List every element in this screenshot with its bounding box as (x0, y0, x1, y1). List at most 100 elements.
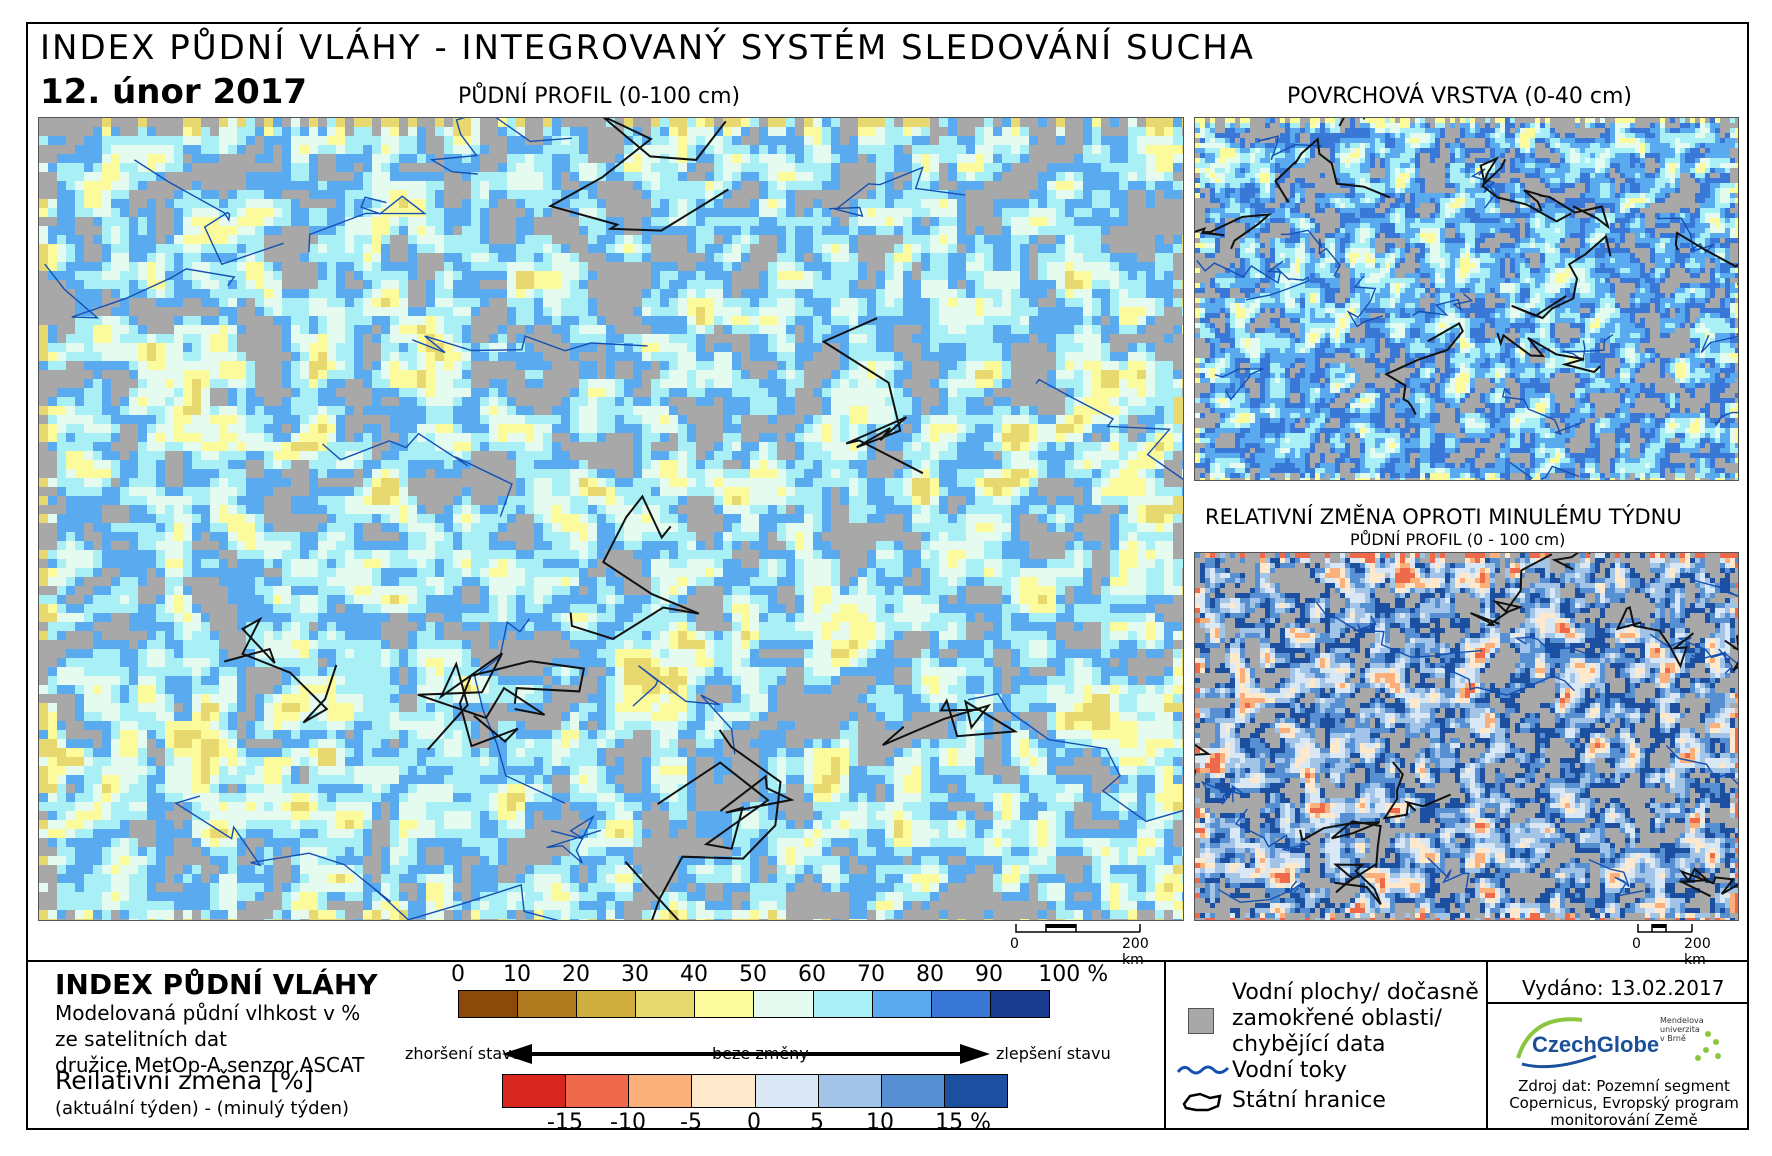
river (473, 618, 566, 804)
tick-label: 80 (916, 962, 944, 987)
state-border (1479, 156, 1572, 223)
colorbar-swatch (754, 991, 814, 1017)
tick-label: 0 (451, 962, 465, 987)
colorbar-swatch (813, 991, 873, 1017)
water-line-3: chybějící data (1232, 1032, 1479, 1058)
borders-label: Státní hranice (1232, 1088, 1386, 1114)
river (1649, 633, 1738, 666)
tick-label: 10 (866, 1110, 894, 1135)
tick-label: -15 (547, 1110, 583, 1135)
river (429, 118, 572, 175)
river (308, 195, 427, 253)
river (1700, 333, 1738, 353)
colorbar-swatch (629, 1075, 693, 1107)
tick-label: 100 % (1038, 962, 1108, 987)
change-panel-subtitle: PŮDNÍ PROFIL (0 - 100 cm) (1350, 530, 1565, 549)
river (1509, 461, 1580, 480)
river (1357, 623, 1483, 658)
water-bodies-label: Vodní plochy/ dočasně zamokřené oblasti/… (1232, 980, 1479, 1058)
tick-label: 10 (503, 962, 531, 987)
legend-divider (26, 960, 1749, 962)
water-bodies-swatch (1188, 1008, 1214, 1034)
colorbar-swatch (692, 1075, 756, 1107)
borders-swatch (1182, 1092, 1222, 1112)
river (1656, 217, 1715, 254)
tick-label: 70 (857, 962, 885, 987)
scale-zero: 0 (1010, 936, 1019, 952)
state-border (1511, 234, 1612, 320)
colorbar-swatch (503, 1075, 567, 1107)
river (1440, 665, 1575, 696)
river (829, 166, 966, 218)
source-line-2: Copernicus, Evropský program (1500, 1095, 1748, 1112)
change-arrow (502, 1044, 990, 1064)
state-border (1674, 231, 1738, 286)
state-border (547, 118, 729, 232)
source-line-1: Zdroj dat: Pozemní segment (1500, 1078, 1748, 1095)
rivers-label: Vodní toky (1232, 1058, 1347, 1084)
surface-panel-title: POVRCHOVÁ VRSTVA (0-40 cm) (1287, 84, 1632, 109)
legend-desc-line-3: družice MetOp-A senzor ASCAT (55, 1052, 364, 1078)
state-border (821, 317, 924, 475)
colorbar-swatch (636, 991, 696, 1017)
tick-label: -5 (680, 1110, 702, 1135)
data-source: Zdroj dat: Pozemní segment Copernicus, E… (1500, 1078, 1748, 1129)
river (412, 335, 648, 354)
state-border (1615, 606, 1694, 669)
czechglobe-logo: CzechGlobe Mendelova univerzita v Brně (1512, 1012, 1732, 1080)
tick-label: 15 % (935, 1110, 991, 1135)
tick-label: -10 (610, 1110, 646, 1135)
rivers-swatch (1176, 1065, 1230, 1075)
river (1280, 229, 1341, 277)
source-line-3: monitorování Země (1500, 1112, 1748, 1129)
river (44, 263, 236, 319)
state-border (1384, 321, 1464, 415)
river (1412, 293, 1474, 317)
change-legend-sub: (aktuální týden) - (minulý týden) (55, 1098, 349, 1119)
colorbar-swatch (881, 1075, 945, 1107)
river (1217, 880, 1304, 904)
legend-desc-line-1: Modelovaná půdní vlhkost v % (55, 1000, 364, 1026)
state-border (1496, 332, 1602, 374)
state-border (624, 729, 782, 920)
colorbar-swatch (459, 991, 519, 1017)
state-border (1333, 863, 1382, 906)
river (1196, 259, 1284, 284)
river (1561, 334, 1614, 362)
tick-label: 60 (798, 962, 826, 987)
relative-change-map[interactable] (1194, 552, 1739, 921)
state-border (1195, 743, 1212, 777)
tick-label: 50 (739, 962, 767, 987)
river (1234, 808, 1312, 852)
water-line-2: zamokřené oblasti/ (1232, 1006, 1479, 1032)
state-border (1551, 553, 1591, 571)
arrow-better-label: zlepšení stavu (996, 1044, 1111, 1063)
river (134, 159, 284, 266)
legend-divider-v1 (1164, 960, 1166, 1130)
colorbar-swatch (818, 1075, 882, 1107)
colorbar-swatch (566, 1075, 630, 1107)
issued-date: Vydáno: 13.02.2017 (1522, 976, 1724, 1000)
main-soil-moisture-map[interactable] (38, 117, 1184, 921)
river (1346, 275, 1384, 328)
colorbar-swatch (872, 991, 932, 1017)
change-panel-title: RELATIVNÍ ZMĚNA OPROTI MINULÉMU TÝDNU (1205, 505, 1682, 529)
river (373, 883, 559, 920)
colorbar-swatch (755, 1075, 819, 1107)
colorbar-swatch (944, 1075, 1007, 1107)
colorbar-swatch (518, 991, 578, 1017)
logo-name: CzechGlobe (1532, 1032, 1659, 1058)
river (1245, 267, 1310, 301)
river (322, 432, 513, 517)
state-border (1523, 189, 1610, 230)
surface-layer-map[interactable] (1194, 117, 1739, 481)
state-border (458, 660, 586, 748)
page-title: INDEX PŮDNÍ VLÁHY - INTEGROVANÝ SYSTÉM S… (40, 28, 1255, 68)
scale-distance: 200 km (1122, 936, 1149, 968)
river (1200, 780, 1246, 805)
legend-title: INDEX PŮDNÍ VLÁHY (55, 968, 378, 1001)
colorbar-swatch (931, 991, 991, 1017)
logo-university: Mendelova univerzita v Brně (1660, 1016, 1704, 1043)
river (632, 665, 736, 755)
legend-description: Modelovaná půdní vlhkost v % ze satelitn… (55, 1000, 364, 1078)
